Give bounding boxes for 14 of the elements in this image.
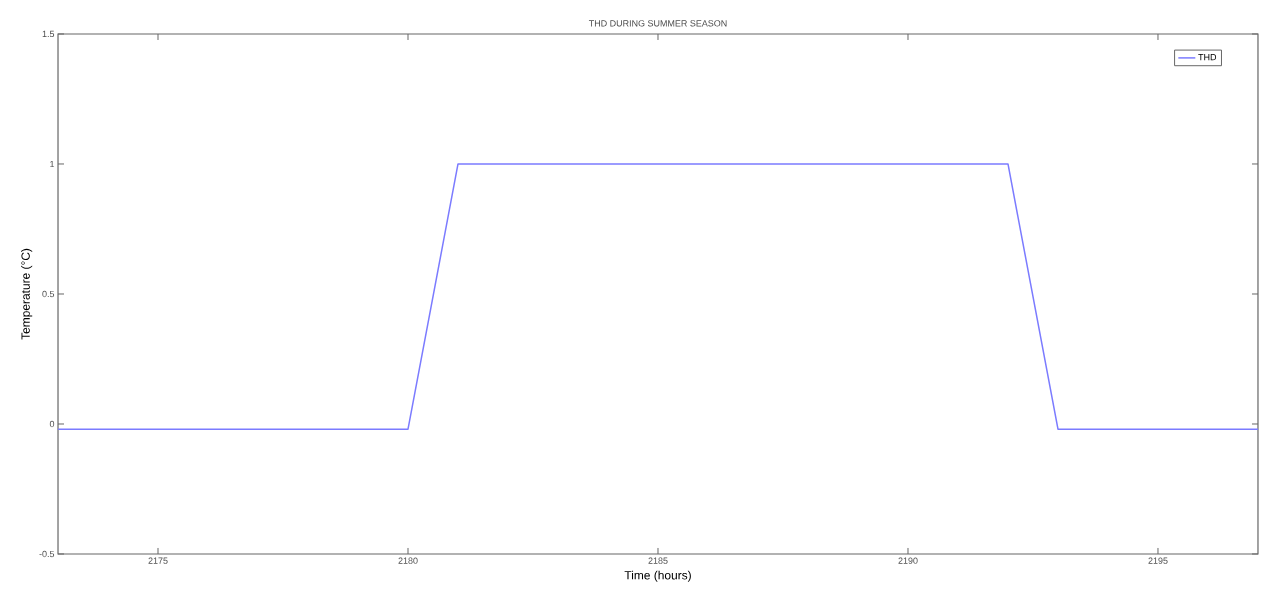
y-tick-label: 1.5 [42, 30, 55, 38]
x-tick-label: 2185 [648, 557, 668, 564]
y-tick-label: 0 [49, 420, 55, 428]
x-tick-label: 2195 [1148, 557, 1168, 564]
y-tick-label: -0.5 [39, 550, 55, 558]
x-tick-label: 2190 [898, 557, 918, 564]
y-axis-title: Temperature (°C) [21, 248, 33, 340]
x-tick-label: 2175 [148, 557, 168, 564]
x-tick-label: 2180 [398, 557, 418, 564]
y-tick-label: 1 [50, 160, 55, 168]
y-tick-label: 0.5 [42, 290, 55, 298]
x-axis-title: Time (hours) [624, 570, 691, 582]
chart-title: THD DURING SUMMER SEASON [588, 20, 727, 27]
legend-label: THD [1198, 54, 1217, 61]
